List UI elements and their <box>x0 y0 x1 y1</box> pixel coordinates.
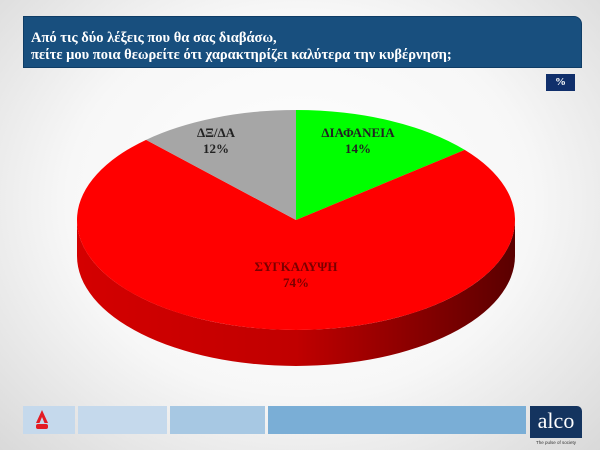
slice-value-0: 14% <box>345 141 371 156</box>
slice-2 <box>146 110 296 220</box>
question-title: Από τις δύο λέξεις που θα σας διαβάσω, π… <box>23 16 582 68</box>
slice-value-2: 12% <box>203 141 229 156</box>
slice-label-1: ΣΥΓΚΑΛΥΨΗ <box>255 259 338 274</box>
slice-value-1: 74% <box>283 275 309 290</box>
footer-bar-1 <box>78 406 167 434</box>
slice-side-1 <box>77 220 515 366</box>
slice-label-0: ΔΙΑΦΑΝΕΙΑ <box>321 125 395 140</box>
slice-0 <box>296 110 465 220</box>
footer-bar-3 <box>268 406 526 434</box>
title-line-1: Από τις δύο λέξεις που θα σας διαβάσω, <box>31 30 277 46</box>
alco-logo: alco <box>530 406 582 438</box>
alco-tagline: The pulse of society <box>535 440 577 445</box>
unit-badge: % <box>546 74 575 91</box>
footer-bar-2 <box>170 406 265 434</box>
title-line-2: πείτε μου ποια θεωρείτε ότι χαρακτηρίζει… <box>31 47 452 63</box>
alpha-tv-logo <box>36 410 48 429</box>
footer-logo-box <box>23 406 75 434</box>
slice-1 <box>76 139 515 330</box>
slice-label-2: ΔΞ/ΔΑ <box>197 125 236 140</box>
